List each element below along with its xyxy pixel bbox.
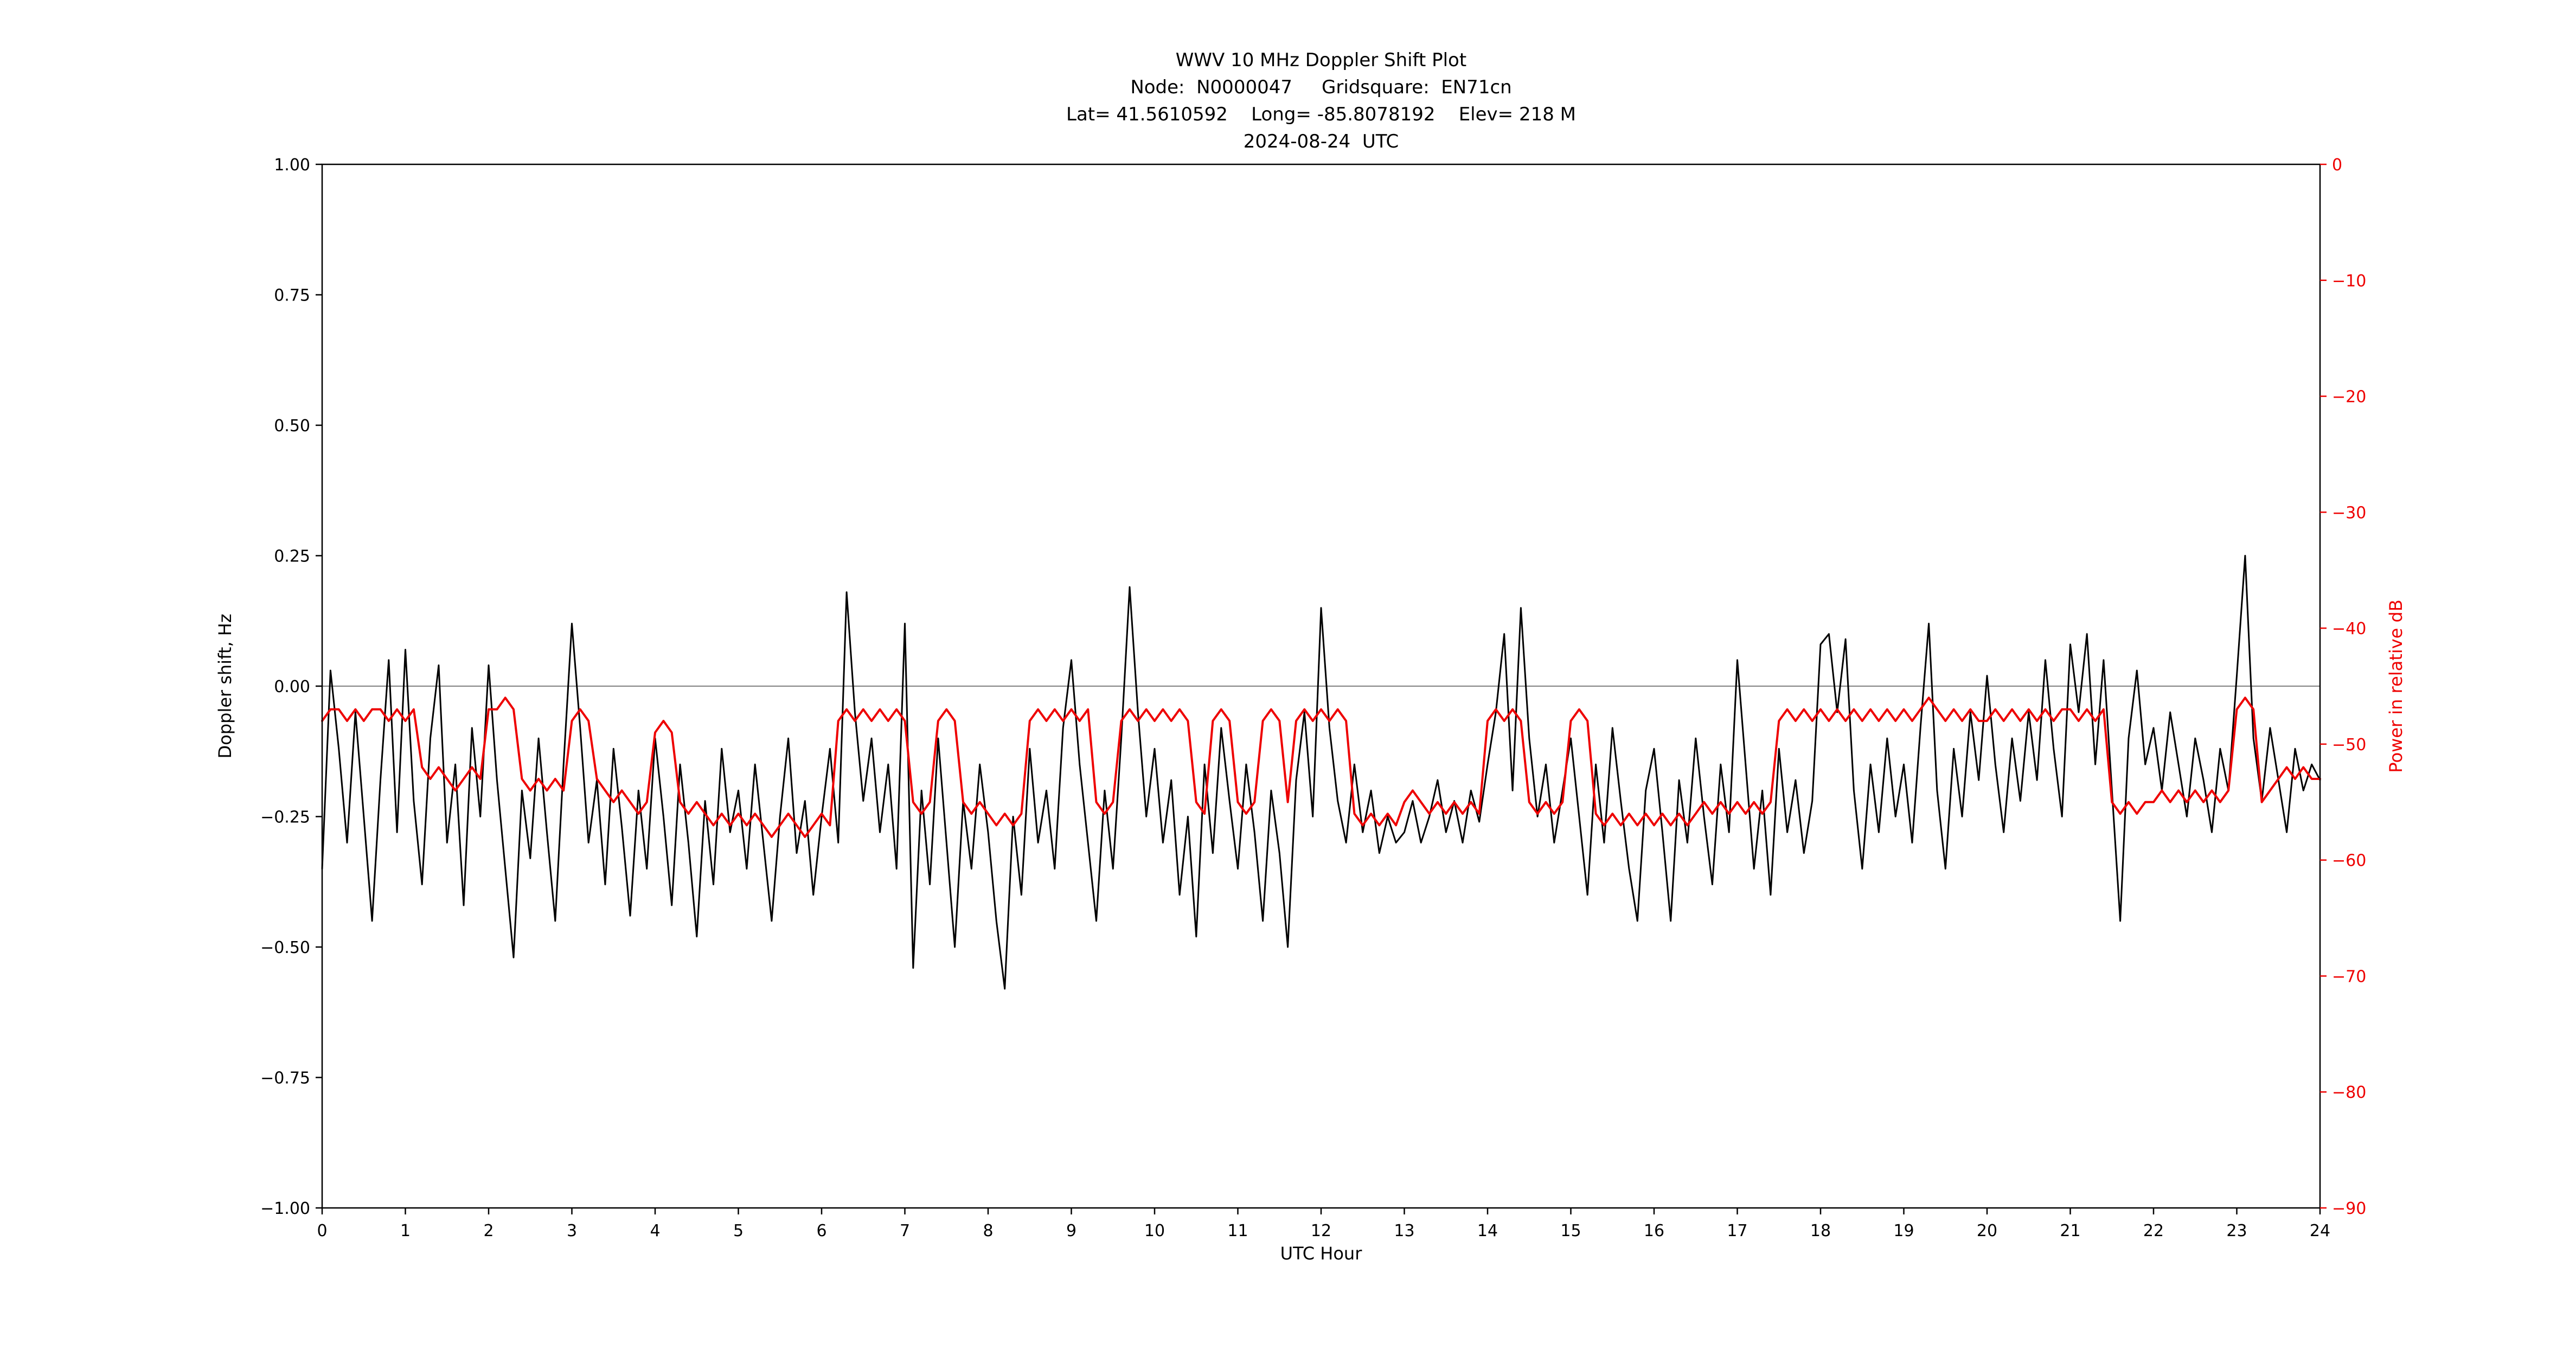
doppler-series-line [321,555,2321,990]
x-tick-label: 4 [650,1221,660,1240]
x-tick-label: 7 [900,1221,910,1240]
y-right-tick-label: −50 [2332,735,2366,754]
x-tick-label: 23 [2226,1221,2247,1240]
x-tick-label: 3 [567,1221,577,1240]
y-left-tick-label: 0.25 [274,547,310,566]
x-tick-label: 10 [1144,1221,1165,1240]
x-tick-label: 24 [2310,1221,2330,1240]
x-tick-label: 2 [483,1221,494,1240]
x-tick-label: 5 [733,1221,744,1240]
chart-subtitle-location: Lat= 41.5610592 Long= -85.8078192 Elev= … [1066,104,1576,125]
y-right-tick-label: −80 [2332,1083,2366,1102]
x-tick-label: 9 [1066,1221,1076,1240]
y-right-tick-label: −60 [2332,852,2366,871]
x-tick-label: 16 [1644,1221,1664,1240]
x-tick-label: 12 [1311,1221,1331,1240]
y-left-tick-label: −1.00 [260,1199,310,1218]
chart-subtitle-date: 2024-08-24 UTC [1243,131,1399,152]
y-left-tick-label: 1.00 [274,156,310,175]
y-right-tick-label: −40 [2332,619,2366,638]
x-tick-label: 18 [1810,1221,1831,1240]
x-tick-label: 19 [1893,1221,1914,1240]
title-block: WWV 10 MHz Doppler Shift Plot Node: N000… [322,47,2320,155]
x-tick-label: 11 [1227,1221,1248,1240]
x-tick-label: 6 [816,1221,826,1240]
x-tick-label: 1 [400,1221,411,1240]
y-right-tick-label: −10 [2332,272,2366,291]
y-left-tick-label: −0.25 [260,808,310,827]
x-axis-label: UTC Hour [1280,1243,1362,1264]
x-tick-label: 14 [1477,1221,1498,1240]
y-left-tick-label: −0.75 [260,1069,310,1088]
chart-title: WWV 10 MHz Doppler Shift Plot [1175,49,1467,71]
y-right-tick-label: −30 [2332,503,2366,522]
y-right-tick-label: −70 [2332,967,2366,986]
y-right-tick-label: −90 [2332,1199,2366,1218]
y-left-tick-label: −0.50 [260,938,310,957]
x-tick-label: 20 [1977,1221,1997,1240]
power-series-line [321,696,2321,838]
x-tick-label: 13 [1394,1221,1414,1240]
y-left-tick-label: 0.50 [274,417,310,436]
x-tick-label: 15 [1560,1221,1581,1240]
y-right-tick-label: −20 [2332,388,2366,407]
x-tick-label: 21 [2060,1221,2080,1240]
x-tick-label: 8 [983,1221,993,1240]
x-tick-label: 0 [317,1221,327,1240]
y-left-tick-label: 0.00 [274,677,310,696]
x-tick-label: 17 [1727,1221,1747,1240]
y-left-tick-label: 0.75 [274,286,310,305]
y-right-tick-label: 0 [2332,156,2342,175]
chart-subtitle-node: Node: N0000047 Gridsquare: EN71cn [1130,76,1512,98]
x-tick-label: 22 [2143,1221,2164,1240]
